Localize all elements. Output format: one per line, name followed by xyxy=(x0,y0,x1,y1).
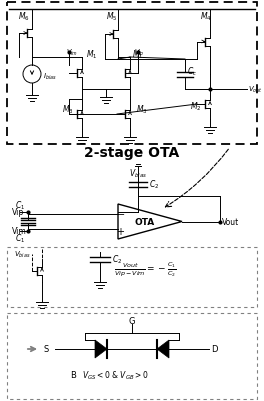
Text: $C_1$: $C_1$ xyxy=(15,232,25,245)
Text: $M_6$: $M_6$ xyxy=(18,11,30,23)
Text: $M_3$: $M_3$ xyxy=(62,103,74,116)
Text: $V_{im}$: $V_{im}$ xyxy=(66,48,78,58)
Text: $M_1$: $M_1$ xyxy=(132,49,143,61)
Text: $-$: $-$ xyxy=(116,207,126,217)
Polygon shape xyxy=(157,340,169,358)
Text: G: G xyxy=(129,317,135,326)
Text: $V_{bias}$: $V_{bias}$ xyxy=(14,249,30,259)
Text: $V_{bias}$: $V_{bias}$ xyxy=(129,168,147,180)
Text: $V_{out}$: $V_{out}$ xyxy=(248,85,263,95)
Text: Vim: Vim xyxy=(12,227,27,236)
Text: $V_{GS}<0$ & $V_{GB}>0$: $V_{GS}<0$ & $V_{GB}>0$ xyxy=(82,369,149,381)
Text: $M_5$: $M_5$ xyxy=(106,11,117,23)
Text: $M_2$: $M_2$ xyxy=(190,101,202,113)
Text: $M_1$: $M_1$ xyxy=(86,49,98,61)
Text: $\frac{Vout}{Vip-Vim}=-\frac{C_1}{C_2}$: $\frac{Vout}{Vip-Vim}=-\frac{C_1}{C_2}$ xyxy=(114,260,176,278)
Text: 2-stage OTA: 2-stage OTA xyxy=(84,146,180,160)
Text: B: B xyxy=(70,371,76,380)
Text: $+$: $+$ xyxy=(116,226,125,237)
Text: S: S xyxy=(43,344,48,354)
Text: Vout: Vout xyxy=(222,217,239,227)
Text: Vip: Vip xyxy=(12,208,24,217)
Polygon shape xyxy=(95,340,107,358)
Text: $C_1$: $C_1$ xyxy=(15,199,25,212)
Text: D: D xyxy=(211,344,218,354)
Text: $M_4$: $M_4$ xyxy=(200,11,212,23)
Text: $I_{bias}$: $I_{bias}$ xyxy=(43,72,57,82)
Text: OTA: OTA xyxy=(135,217,155,227)
Text: $C_2$: $C_2$ xyxy=(149,178,159,191)
Text: $V_{ip}$: $V_{ip}$ xyxy=(134,47,144,59)
Text: $M_3$: $M_3$ xyxy=(136,103,148,116)
Text: $C_c$: $C_c$ xyxy=(187,66,197,78)
Text: $C_2$: $C_2$ xyxy=(112,253,122,265)
